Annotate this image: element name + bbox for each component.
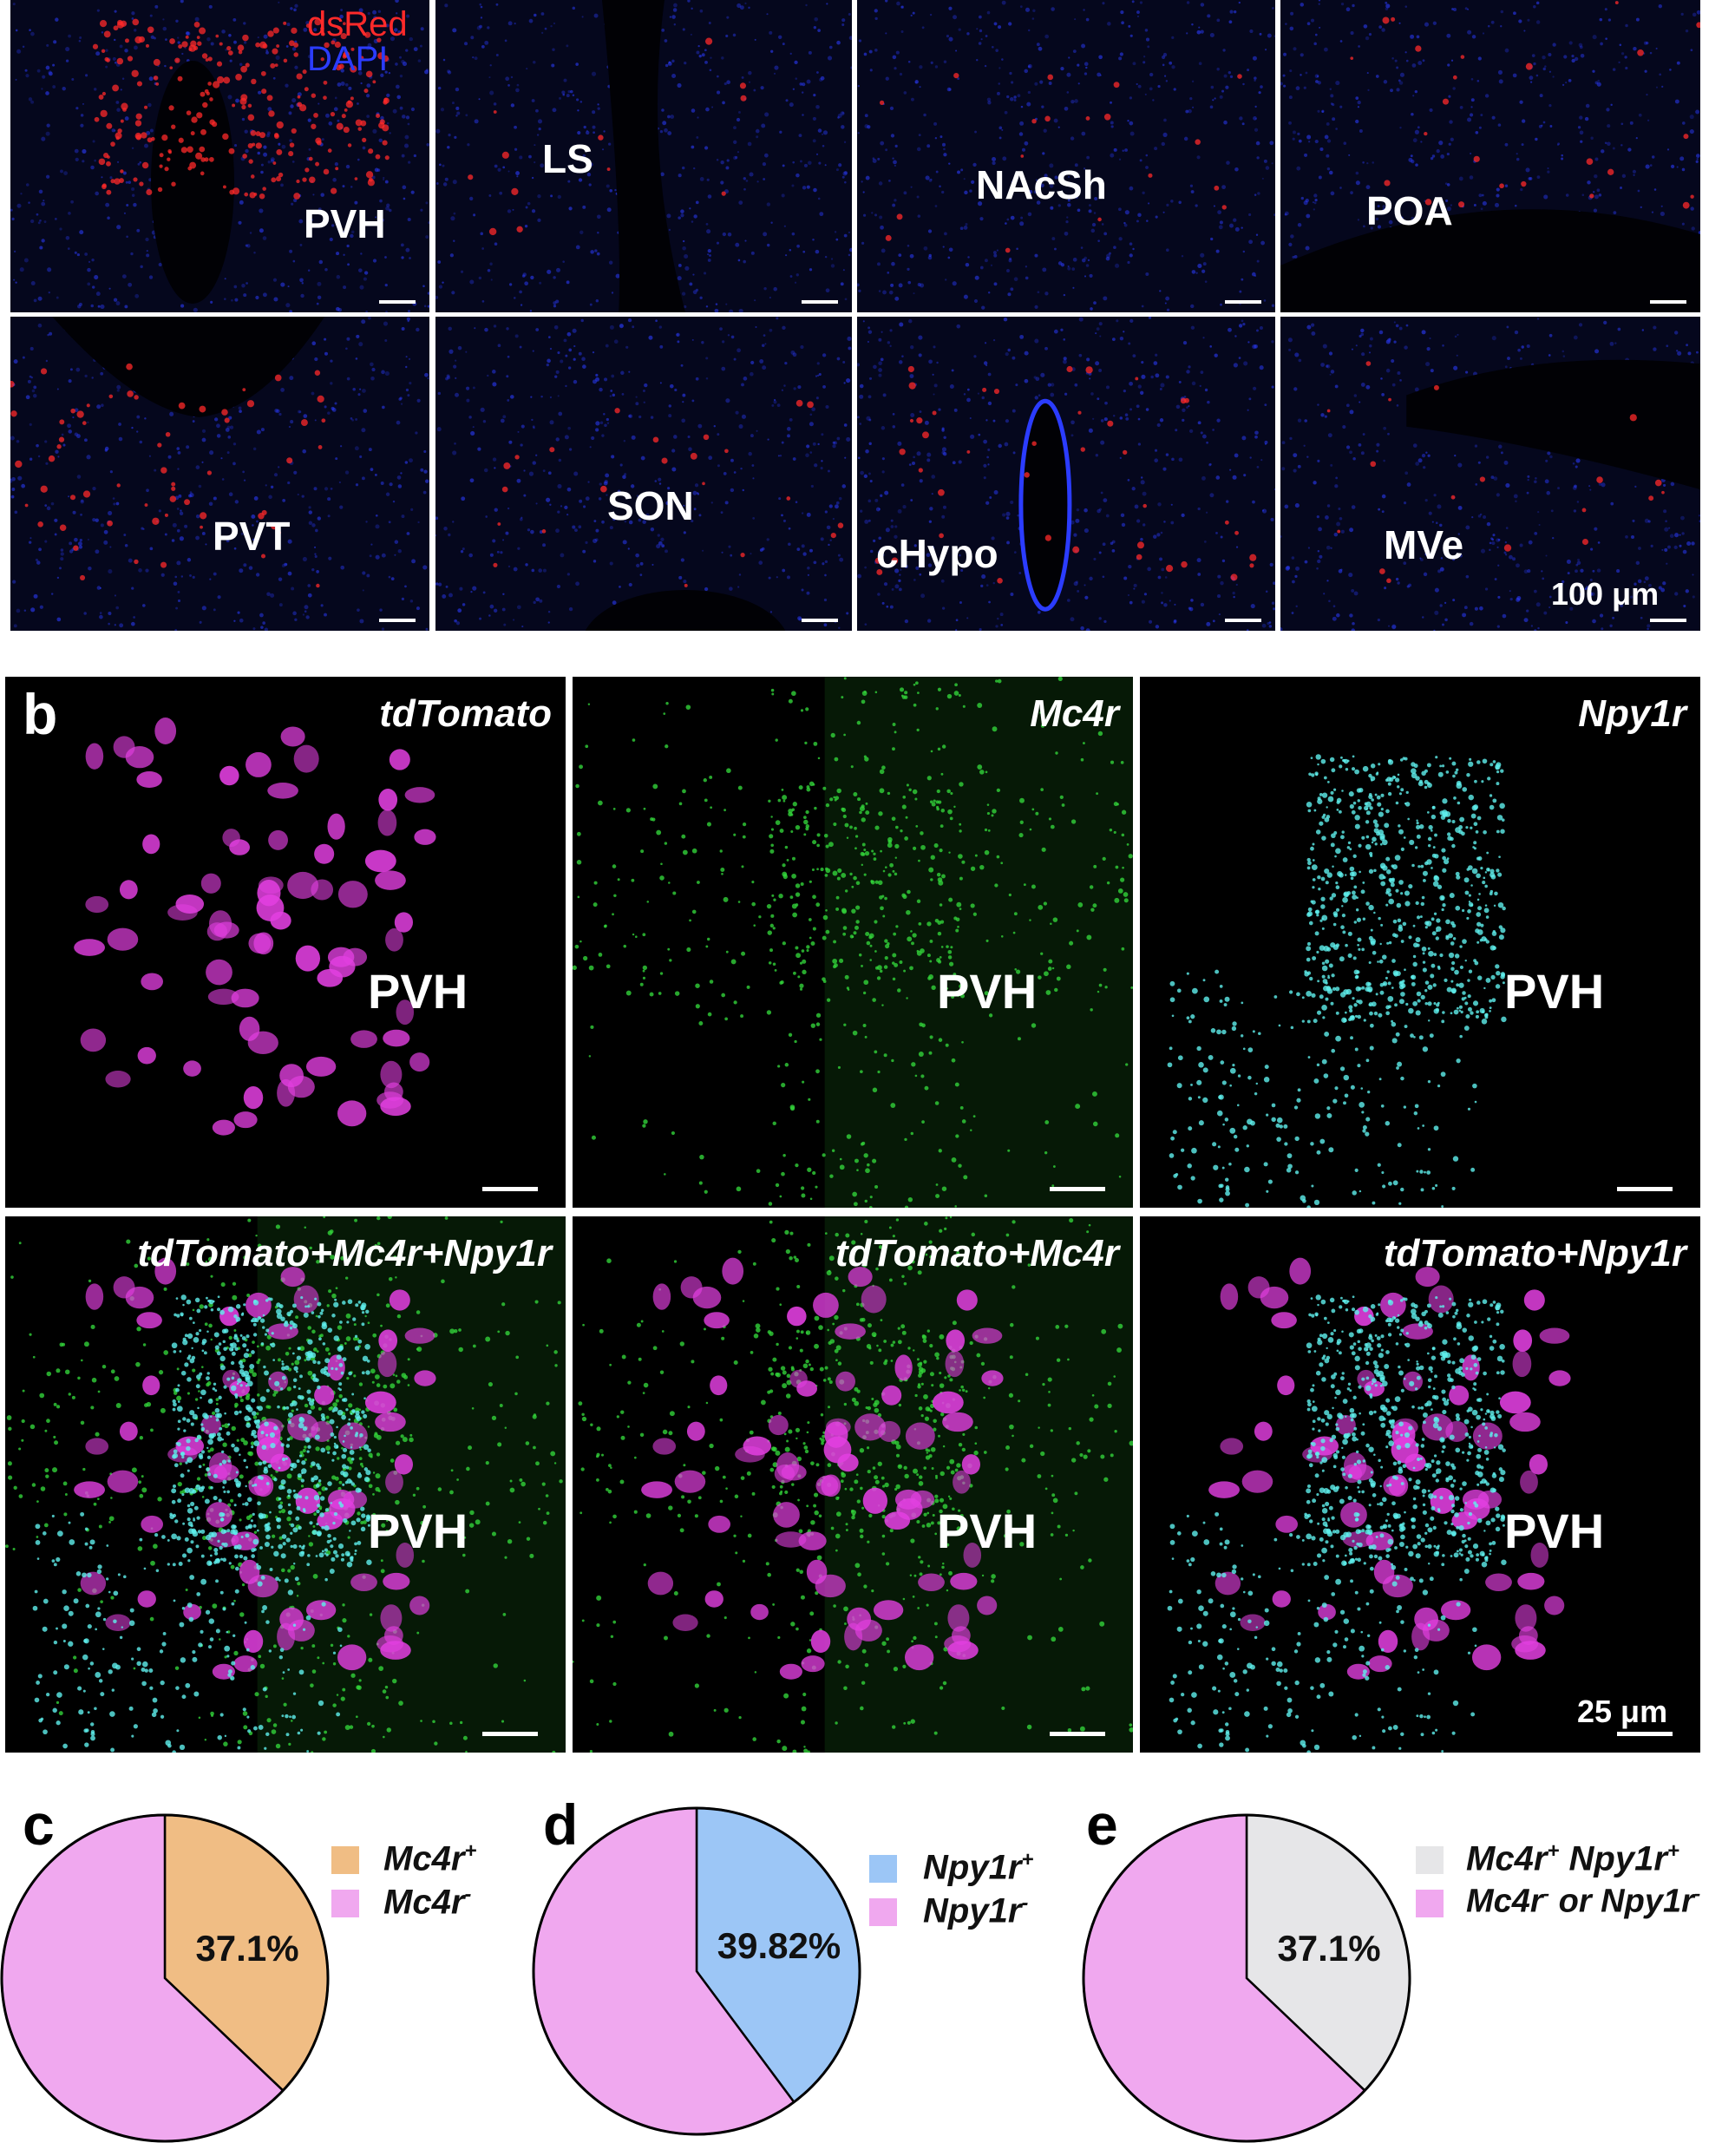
scale-bar bbox=[1050, 1732, 1105, 1736]
legend-d-label-neg: Npy1r- bbox=[923, 1891, 1029, 1930]
fish-image-6: tdTomato+Npy1r PVH bbox=[1140, 1216, 1700, 1753]
micrograph-ls bbox=[435, 0, 852, 312]
region-label-son: SON bbox=[607, 483, 694, 528]
region-label-poa: POA bbox=[1366, 188, 1453, 233]
fish-image-4: tdTomato+Mc4r+Npy1r PVH bbox=[5, 1216, 566, 1753]
legend-e-swatch-pos bbox=[1416, 1846, 1444, 1874]
scale-bar bbox=[802, 619, 838, 622]
pie-e-slice-1 bbox=[1082, 1813, 1366, 2143]
scale-bar bbox=[802, 300, 838, 304]
region-label-pvh: PVH bbox=[1504, 1504, 1605, 1558]
scale-bar bbox=[482, 1187, 538, 1191]
scale-bar bbox=[1050, 1187, 1105, 1191]
pie-c-slice-1 bbox=[0, 1813, 285, 2143]
probe-title-5: tdTomato+Mc4r bbox=[835, 1232, 1119, 1275]
legend-e-swatch-neg bbox=[1416, 1890, 1444, 1917]
legend-e-label-neg: Mc4r- or Npy1r- bbox=[1466, 1883, 1701, 1920]
pie-c-slice-0 bbox=[163, 1813, 330, 2093]
scale-text-b: 25 μm bbox=[1577, 1694, 1668, 1729]
fish-image-5: tdTomato+Mc4r PVH bbox=[573, 1216, 1133, 1753]
region-label-pvt: PVT bbox=[213, 514, 291, 559]
fish-image-3: Npy1r PVH bbox=[1140, 677, 1700, 1208]
region-label-ls: LS bbox=[542, 136, 593, 181]
scale-bar bbox=[379, 300, 416, 304]
micrograph-chypo bbox=[857, 317, 1275, 631]
pie-e-slice-0 bbox=[1245, 1813, 1411, 2093]
pie-d-value-label: 39.82% bbox=[717, 1925, 841, 1966]
region-label-pvh: PVH bbox=[1504, 964, 1605, 1019]
pie-e-value-label: 37.1% bbox=[1277, 1928, 1380, 1969]
legend-e-label-pos: Mc4r+ Npy1r+ bbox=[1466, 1839, 1679, 1878]
legend-dsred: dsRed bbox=[307, 5, 408, 43]
micrograph-pvh bbox=[10, 0, 429, 312]
panel-label-e: e bbox=[1086, 1792, 1118, 1857]
legend-d-swatch-pos bbox=[869, 1855, 897, 1883]
legend-c-swatch-pos bbox=[331, 1846, 359, 1874]
region-label-nacsh: NAcSh bbox=[976, 162, 1107, 207]
legend-c-label-pos: Mc4r+ bbox=[383, 1839, 477, 1878]
pie-d-slice-0 bbox=[695, 1806, 861, 2104]
region-label-mve: MVe bbox=[1384, 522, 1464, 567]
scale-bar bbox=[1225, 619, 1261, 622]
fish-image-2: Mc4r PVH bbox=[573, 677, 1133, 1208]
panel-label-d: d bbox=[543, 1792, 579, 1857]
region-label-pvh: PVH bbox=[937, 964, 1038, 1019]
pie-d-slice-1 bbox=[532, 1806, 795, 2136]
micrograph-son bbox=[435, 317, 852, 631]
micrograph-nacsh bbox=[857, 0, 1275, 312]
probe-title-2: Mc4r bbox=[1030, 692, 1119, 735]
region-label-pvh: PVH bbox=[368, 1504, 468, 1558]
probe-title-3: Npy1r bbox=[1578, 692, 1686, 735]
scale-bar bbox=[1650, 300, 1686, 304]
probe-title-4: tdTomato+Mc4r+Npy1r bbox=[137, 1232, 552, 1275]
pie-c-value-label: 37.1% bbox=[195, 1928, 298, 1969]
fish-image-1: tdTomato PVH bbox=[5, 677, 566, 1208]
region-label-pvh: PVH bbox=[304, 201, 386, 246]
scale-bar bbox=[482, 1732, 538, 1736]
probe-title-1: tdTomato bbox=[379, 692, 552, 735]
legend-c-label-neg: Mc4r- bbox=[383, 1883, 472, 1922]
legend-d-label-pos: Npy1r+ bbox=[923, 1848, 1034, 1887]
scale-bar bbox=[379, 619, 416, 622]
scale-text-a: 100 μm bbox=[1551, 576, 1660, 612]
panel-label-b: b bbox=[23, 682, 58, 746]
region-label-pvh: PVH bbox=[937, 1504, 1038, 1558]
region-label-chypo: cHypo bbox=[876, 531, 998, 576]
scale-bar bbox=[1617, 1732, 1673, 1736]
scale-bar bbox=[1650, 619, 1686, 622]
legend-d-swatch-neg bbox=[869, 1898, 897, 1926]
scale-bar bbox=[1225, 300, 1261, 304]
region-label-pvh: PVH bbox=[368, 964, 468, 1019]
micrograph-mve bbox=[1280, 317, 1700, 631]
panel-label-c: c bbox=[23, 1792, 55, 1857]
legend-dapi: DAPI bbox=[307, 40, 389, 78]
legend-c-swatch-neg bbox=[331, 1890, 359, 1917]
micrograph-poa bbox=[1280, 0, 1700, 312]
probe-title-6: tdTomato+Npy1r bbox=[1383, 1232, 1686, 1275]
scale-bar bbox=[1617, 1187, 1673, 1191]
micrograph-pvt bbox=[10, 317, 429, 631]
